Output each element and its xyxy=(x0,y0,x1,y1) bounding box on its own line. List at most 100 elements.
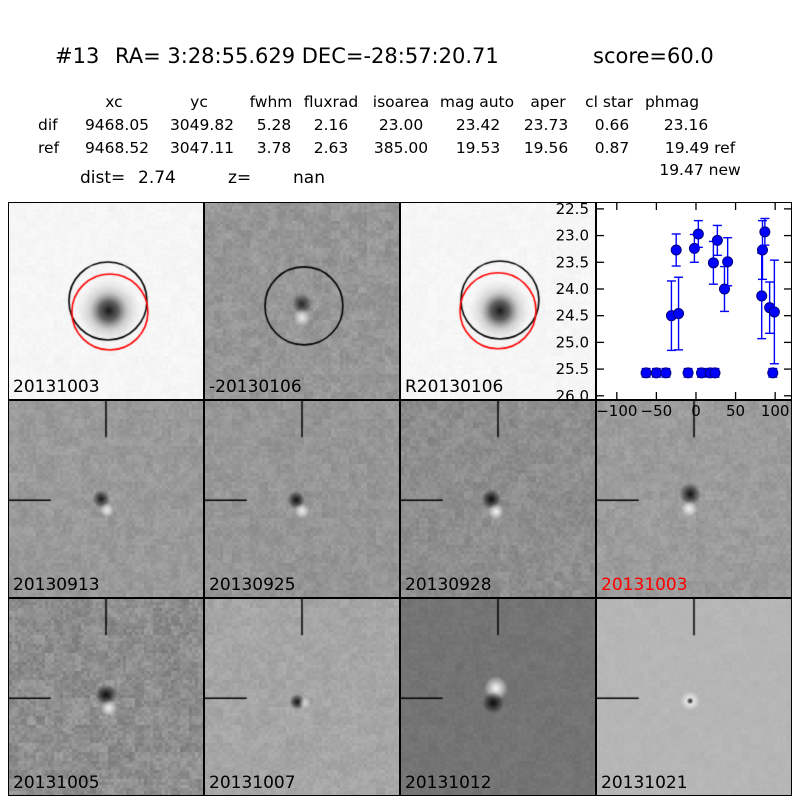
table-cell-ref-fluxrad: 2.63 xyxy=(313,139,349,157)
table-cell-ref-isoarea: 385.00 xyxy=(373,139,429,157)
stamp-image xyxy=(9,401,203,597)
stamp-image xyxy=(597,599,791,795)
stamp-label: R20130106 xyxy=(405,377,504,397)
table-cell-ref-phmag: 19.49 ref xyxy=(664,139,736,157)
lightcurve-point xyxy=(767,367,779,379)
table-header-cl-star: cl star xyxy=(585,93,633,111)
table-cell-ref-fwhm: 3.78 xyxy=(256,139,292,157)
score: score=60.0 xyxy=(593,44,714,68)
dist-value: 2.74 xyxy=(138,168,176,188)
table-cell-ref-xc: 9468.52 xyxy=(84,139,150,157)
table-header-xc: xc xyxy=(105,93,123,111)
lightcurve-point xyxy=(718,265,730,313)
stamp-label: 20130928 xyxy=(405,575,492,595)
table-header-fwhm: fwhm xyxy=(249,93,293,111)
y-tick-label: 22.5 xyxy=(556,200,589,218)
lightcurve-point xyxy=(711,224,723,257)
table-cell-dif-mag-auto: 23.42 xyxy=(455,116,501,134)
lightcurve-point xyxy=(682,367,694,379)
y-tick-label: 24.0 xyxy=(556,280,589,298)
table-cell-dif-fluxrad: 2.16 xyxy=(313,116,349,134)
lightcurve-point xyxy=(768,259,780,365)
lightcurve-point xyxy=(756,252,768,340)
stamp-label: -20130106 xyxy=(209,377,302,397)
x-tick-label: 0 xyxy=(691,402,701,420)
stamp-20131021: 20131021 xyxy=(596,598,792,796)
stamp-20131003: 20131003 xyxy=(596,400,792,598)
table-header-fluxrad: fluxrad xyxy=(303,93,359,111)
stamp-20131005: 20131005 xyxy=(8,598,204,796)
x-tick-label: −100 xyxy=(596,402,637,420)
stamp-label: 20131021 xyxy=(601,773,688,793)
stamp-image xyxy=(205,401,399,597)
table-header-yc: yc xyxy=(190,93,208,111)
stamp-image xyxy=(205,203,399,399)
lightcurve-point xyxy=(660,367,672,379)
lightcurve-point xyxy=(670,233,682,267)
y-tick-label: 25.5 xyxy=(556,360,589,378)
table-row-label-ref: ref xyxy=(38,139,60,157)
stamp-20131012: 20131012 xyxy=(400,598,596,796)
y-tick-label: 26.0 xyxy=(556,387,589,405)
table-header-isoarea: isoarea xyxy=(372,93,430,111)
stamp-image xyxy=(597,401,791,597)
table-cell-ref-mag-auto: 19.53 xyxy=(455,139,501,157)
table-cell-dif-phmag: 23.16 xyxy=(663,116,709,134)
lightcurve-plot: 22.5 23.0 23.5 24.0 24.5 25.0 25.5 26.0 −100 −50 0… xyxy=(556,200,791,420)
z-label: z= xyxy=(228,168,252,188)
table-row-label-dif: dif xyxy=(38,116,58,134)
lightcurve-point xyxy=(673,276,685,351)
table-header-mag-auto: mag auto xyxy=(439,93,515,111)
z-value: nan xyxy=(293,168,325,188)
lightcurve-point xyxy=(722,237,734,287)
stamp-20130913: 20130913 xyxy=(8,400,204,598)
table-cell-dif-aper: 23.73 xyxy=(523,116,569,134)
table-cell-ref-cl-star: 0.87 xyxy=(594,139,630,157)
stamp-R20130106: R20130106 xyxy=(400,202,596,400)
y-tick-label: 23.5 xyxy=(556,253,589,271)
table-cell-dif-isoarea: 23.00 xyxy=(378,116,424,134)
lightcurve-point xyxy=(650,367,662,379)
table-cell-ref-aper: 19.56 xyxy=(523,139,569,157)
table-cell-dif-fwhm: 5.28 xyxy=(256,116,292,134)
stamp-20130928: 20130928 xyxy=(400,400,596,598)
x-tick-label: 100 xyxy=(761,402,790,420)
table-header-aper: aper xyxy=(530,93,566,111)
coordinates: RA= 3:28:55.629 DEC=-28:57:20.71 xyxy=(115,44,499,68)
stamp-20131003: 20131003 xyxy=(8,202,204,400)
stamp-image xyxy=(401,599,595,795)
y-tick-label: 23.0 xyxy=(556,227,589,245)
stamp-20131007: 20131007 xyxy=(204,598,400,796)
stamp-label: 20131012 xyxy=(405,773,492,793)
stamp-20130925: 20130925 xyxy=(204,400,400,598)
y-tick-label: 25.0 xyxy=(556,333,589,351)
lightcurve-point xyxy=(759,217,771,246)
candidate-id: #13 xyxy=(55,44,100,68)
stamp-label: 20131003 xyxy=(13,377,100,397)
stamp-image xyxy=(9,203,203,399)
table-header-phmag: phmag xyxy=(644,93,700,111)
stamp-label: 20131007 xyxy=(209,773,296,793)
dist-label: dist= xyxy=(80,168,126,188)
stamp-label: 20130913 xyxy=(13,575,100,595)
lightcurve-point xyxy=(692,219,704,249)
stamp-image xyxy=(9,599,203,795)
stamp-image xyxy=(205,599,399,795)
lightcurve-cell: 22.5 23.0 23.5 24.0 24.5 25.0 25.5 26.0 −100 −50 0… xyxy=(556,200,792,420)
phmag-new-value: 19.47 new xyxy=(659,161,741,179)
stamp-label: 20130925 xyxy=(209,575,296,595)
table-cell-ref-yc: 3047.11 xyxy=(169,139,235,157)
table-cell-dif-xc: 9468.05 xyxy=(84,116,150,134)
stamp-image xyxy=(401,203,595,399)
table-cell-dif-yc: 3049.82 xyxy=(169,116,235,134)
stamp-label: 20131003 xyxy=(601,575,688,595)
stamp-image xyxy=(401,401,595,597)
lightcurve-point xyxy=(709,367,721,379)
y-tick-label: 24.5 xyxy=(556,307,589,325)
stamp--20130106: -20130106 xyxy=(204,202,400,400)
table-cell-dif-cl-star: 0.66 xyxy=(594,116,630,134)
lightcurve-point xyxy=(640,367,652,379)
x-tick-label: −50 xyxy=(641,402,673,420)
stamp-label: 20131005 xyxy=(13,773,100,793)
x-tick-label: 50 xyxy=(726,402,745,420)
